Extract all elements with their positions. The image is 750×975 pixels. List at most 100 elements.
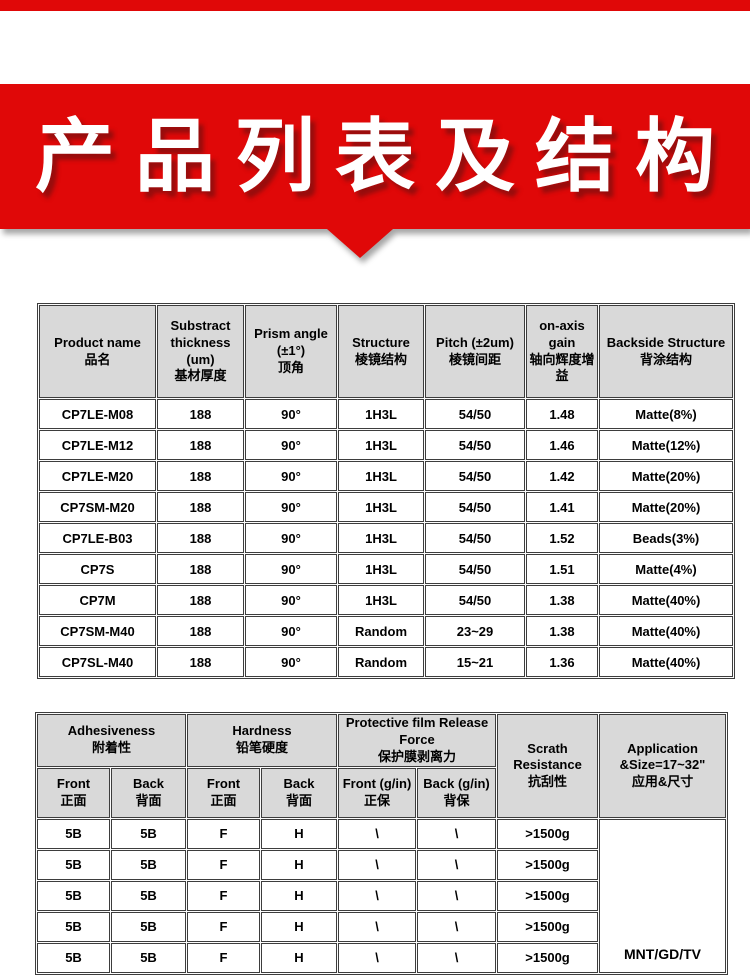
subheader-release-front: Front (g/in) 正保 bbox=[338, 767, 416, 818]
header-backside-structure: Backside Structure 背涂结构 bbox=[599, 305, 733, 398]
cell-scratch: >1500g bbox=[497, 942, 599, 973]
subheader-adhesiveness-front: Front 正面 bbox=[37, 767, 110, 818]
cell-backside: Matte(8%) bbox=[599, 399, 733, 429]
cell-adh-front: 5B bbox=[37, 942, 110, 973]
cell-thickness: 188 bbox=[157, 647, 244, 677]
table-row: CP7SM-M20 188 90° 1H3L 54/50 1.41 Matte(20%) bbox=[39, 492, 733, 522]
table-row: 5B 5B F H \ \ >1500g bbox=[37, 849, 726, 880]
cell-prism-angle: 90° bbox=[245, 430, 337, 460]
properties-table: Adhesiveness 附着性 Hardness 铅笔硬度 Protective … bbox=[35, 712, 729, 975]
cell-release-back: \ bbox=[417, 911, 497, 942]
banner-pointer-triangle bbox=[327, 229, 393, 258]
cell-adh-front: 5B bbox=[37, 849, 110, 880]
cell-hard-back: H bbox=[261, 942, 337, 973]
cell-product-name: CP7S bbox=[39, 554, 156, 584]
cell-pitch: 54/50 bbox=[425, 461, 525, 491]
cell-release-back: \ bbox=[417, 942, 497, 973]
cell-gain: 1.48 bbox=[526, 399, 598, 429]
cell-pitch: 54/50 bbox=[425, 492, 525, 522]
properties-header-row-1: Adhesiveness 附着性 Hardness 铅笔硬度 Protective … bbox=[37, 714, 727, 818]
cell-pitch: 54/50 bbox=[425, 554, 525, 584]
cell-gain: 1.51 bbox=[526, 554, 598, 584]
cell-gain: 1.41 bbox=[526, 492, 598, 522]
cell-product-name: CP7SL-M40 bbox=[39, 647, 156, 677]
cell-adh-front: 5B bbox=[37, 880, 110, 911]
cell-structure: 1H3L bbox=[338, 523, 424, 553]
cell-thickness: 188 bbox=[157, 492, 244, 522]
header-protective-film-release-force: Protective film Release Force 保护膜剥离力 bbox=[338, 714, 497, 767]
cell-product-name: CP7LE-M20 bbox=[39, 461, 156, 491]
cell-prism-angle: 90° bbox=[245, 647, 337, 677]
cell-prism-angle: 90° bbox=[245, 492, 337, 522]
cell-prism-angle: 90° bbox=[245, 554, 337, 584]
cell-backside: Matte(40%) bbox=[599, 647, 733, 677]
cell-scratch: >1500g bbox=[497, 818, 599, 849]
header-hardness: Hardness 铅笔硬度 bbox=[187, 714, 337, 767]
cell-scratch: >1500g bbox=[497, 880, 599, 911]
cell-adh-front: 5B bbox=[37, 818, 110, 849]
cell-prism-angle: 90° bbox=[245, 523, 337, 553]
cell-adh-front: 5B bbox=[37, 911, 110, 942]
cell-hard-back: H bbox=[261, 818, 337, 849]
cell-release-front: \ bbox=[338, 880, 416, 911]
header-on-axis-gain: on-axis gain 轴向辉度增益 bbox=[526, 305, 598, 398]
cell-adh-back: 5B bbox=[111, 880, 186, 911]
cell-release-front: \ bbox=[338, 818, 416, 849]
header-prism-angle: Prism angle (±1°) 顶角 bbox=[245, 305, 337, 398]
title-banner: 产品列表及结构 bbox=[0, 84, 750, 259]
cell-release-back: \ bbox=[417, 818, 497, 849]
cell-adh-back: 5B bbox=[111, 911, 186, 942]
cell-release-back: \ bbox=[417, 880, 497, 911]
header-scratch-resistance: Scrath Resistance 抗刮性 bbox=[497, 714, 599, 818]
table-row: CP7S 188 90° 1H3L 54/50 1.51 Matte(4%) bbox=[39, 554, 733, 584]
subheader-release-back: Back (g/in) 背保 bbox=[417, 767, 497, 818]
header-structure: Structure 棱镜结构 bbox=[338, 305, 424, 398]
cell-hard-front: F bbox=[187, 818, 260, 849]
cell-thickness: 188 bbox=[157, 461, 244, 491]
product-table-header-row: Product name 品名 Substract thickness (um) 基… bbox=[39, 305, 733, 398]
cell-hard-back: H bbox=[261, 849, 337, 880]
subheader-hardness-back: Back 背面 bbox=[261, 767, 337, 818]
cell-prism-angle: 90° bbox=[245, 399, 337, 429]
cell-hard-back: H bbox=[261, 911, 337, 942]
cell-product-name: CP7M bbox=[39, 585, 156, 615]
table-row: CP7SM-M40 188 90° Random 23~29 1.38 Matte(40%) bbox=[39, 616, 733, 646]
cell-adh-back: 5B bbox=[111, 942, 186, 973]
cell-structure: 1H3L bbox=[338, 492, 424, 522]
table-row: CP7LE-M20 188 90° 1H3L 54/50 1.42 Matte(20%) bbox=[39, 461, 733, 491]
cell-product-name: CP7SM-M20 bbox=[39, 492, 156, 522]
cell-hard-front: F bbox=[187, 880, 260, 911]
table-row: CP7LE-B03 188 90° 1H3L 54/50 1.52 Beads(3%) bbox=[39, 523, 733, 553]
cell-backside: Matte(4%) bbox=[599, 554, 733, 584]
cell-release-front: \ bbox=[338, 849, 416, 880]
cell-pitch: 15~21 bbox=[425, 647, 525, 677]
cell-hard-back: H bbox=[261, 880, 337, 911]
header-pitch: Pitch (±2um) 棱镜间距 bbox=[425, 305, 525, 398]
title-banner-background: 产品列表及结构 bbox=[0, 84, 750, 229]
cell-thickness: 188 bbox=[157, 399, 244, 429]
cell-backside: Matte(20%) bbox=[599, 492, 733, 522]
cell-release-front: \ bbox=[338, 911, 416, 942]
cell-gain: 1.38 bbox=[526, 585, 598, 615]
cell-thickness: 188 bbox=[157, 554, 244, 584]
cell-pitch: 23~29 bbox=[425, 616, 525, 646]
cell-product-name: CP7LE-B03 bbox=[39, 523, 156, 553]
header-substract-thickness: Substract thickness (um) 基材厚度 bbox=[157, 305, 244, 398]
cell-gain: 1.52 bbox=[526, 523, 598, 553]
cell-thickness: 188 bbox=[157, 523, 244, 553]
cell-structure: Random bbox=[338, 616, 424, 646]
cell-scratch: >1500g bbox=[497, 849, 599, 880]
cell-structure: Random bbox=[338, 647, 424, 677]
cell-backside: Matte(12%) bbox=[599, 430, 733, 460]
cell-adh-back: 5B bbox=[111, 818, 186, 849]
cell-product-name: CP7LE-M12 bbox=[39, 430, 156, 460]
table-row: CP7M 188 90° 1H3L 54/50 1.38 Matte(40%) bbox=[39, 585, 733, 615]
cell-product-name: CP7SM-M40 bbox=[39, 616, 156, 646]
product-list-table: Product name 品名 Substract thickness (um) 基… bbox=[37, 303, 735, 679]
cell-backside: Beads(3%) bbox=[599, 523, 733, 553]
cell-backside: Matte(20%) bbox=[599, 461, 733, 491]
cell-hard-front: F bbox=[187, 942, 260, 973]
table-row: 5B 5B F H \ \ >1500g MNT/GD/TV bbox=[37, 818, 727, 973]
table-row: CP7LE-M08 188 90° 1H3L 54/50 1.48 Matte(8%) bbox=[39, 399, 733, 429]
cell-pitch: 54/50 bbox=[425, 585, 525, 615]
